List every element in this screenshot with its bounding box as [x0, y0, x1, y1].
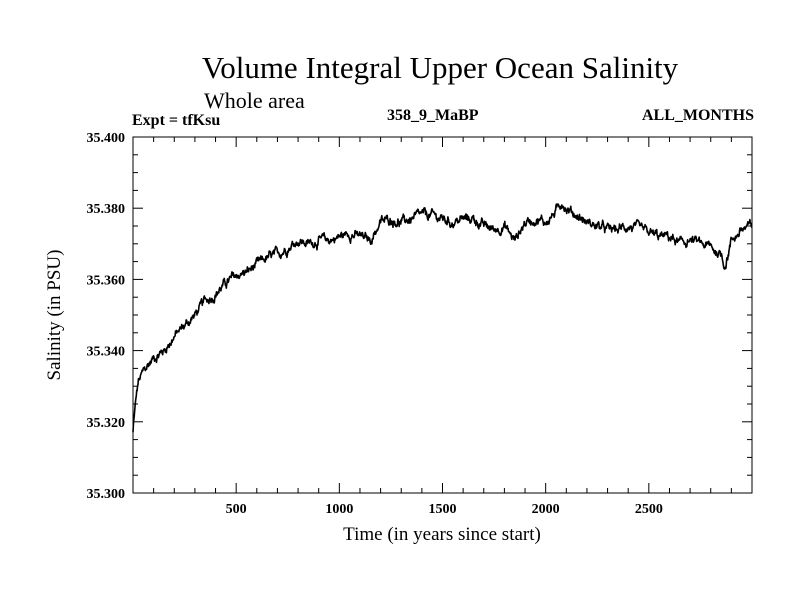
axis-ticks: [133, 137, 752, 493]
y-tick-label: 35.380: [87, 202, 126, 217]
chart-subtitle: Whole area: [204, 88, 305, 113]
y-tick-label: 35.400: [87, 131, 126, 146]
x-tick-label: 1000: [325, 502, 353, 517]
x-tick-label: 2000: [532, 502, 560, 517]
x-tick-label: 1500: [429, 502, 457, 517]
plot-frame: [132, 136, 753, 494]
axis-tick-labels: 500 1000 1500 2000 2500 35.300 35.320 35.340 35.…: [87, 131, 663, 517]
y-tick-label: 35.320: [87, 416, 126, 431]
x-axis-label: Time (in years since start): [343, 524, 541, 545]
run-id-label: 358_9_MaBP: [387, 107, 479, 124]
x-tick-label: 500: [226, 502, 247, 517]
months-label: ALL_MONTHS: [641, 107, 754, 124]
experiment-label: Expt = tfKsu: [132, 112, 221, 129]
salinity-series-line: [132, 203, 753, 433]
x-tick-label: 2500: [635, 502, 663, 517]
y-axis-label: Salinity (in PSU): [44, 250, 65, 381]
y-tick-label: 35.360: [87, 273, 126, 288]
y-tick-label: 35.300: [87, 487, 126, 502]
y-tick-label: 35.340: [87, 345, 126, 360]
chart-title: Volume Integral Upper Ocean Salinity: [201, 50, 679, 85]
